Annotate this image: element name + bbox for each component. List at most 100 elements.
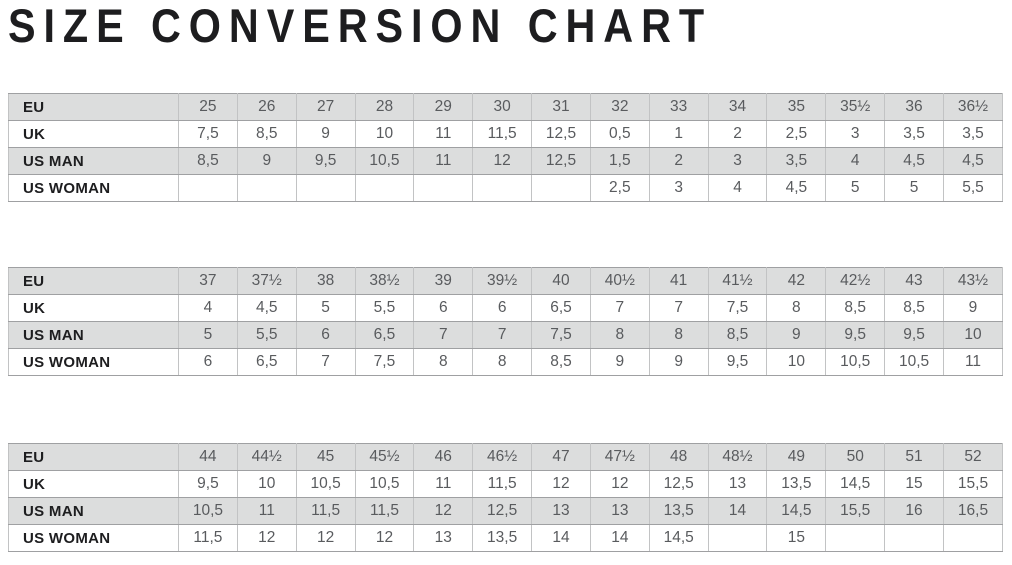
table-row-us-woman: US WOMAN 2,5 3 4 4,5 5 5 5,5 <box>8 174 1004 202</box>
size-cell: 0,5 <box>589 120 650 148</box>
size-cell: 3 <box>707 147 768 175</box>
size-cell: 33 <box>648 93 709 121</box>
size-cell: 12 <box>589 470 650 498</box>
size-cell: 16,5 <box>942 497 1004 525</box>
size-cell: 47 <box>531 443 591 471</box>
size-cell: 37½ <box>236 267 297 295</box>
size-cell: 9,5 <box>707 348 768 376</box>
size-cell: 7 <box>295 348 356 376</box>
size-cell: 2,5 <box>589 174 650 202</box>
size-cell: 40½ <box>589 267 650 295</box>
size-cell: 7 <box>648 294 709 322</box>
size-cell: 35 <box>766 93 827 121</box>
size-cell: 4 <box>825 147 886 175</box>
size-cell: 3,5 <box>942 120 1004 148</box>
size-cell: 11,5 <box>472 120 533 148</box>
size-cell: 14,5 <box>825 470 886 498</box>
size-table-1: EU 25 26 27 28 29 30 31 32 33 34 35 35½ 36 36½ UK 7,5 8,5… <box>8 93 1004 202</box>
size-cell: 5,5 <box>354 294 415 322</box>
size-cell: 5,5 <box>942 174 1004 202</box>
size-cell: 13 <box>531 497 591 525</box>
size-cell <box>295 174 356 202</box>
size-cell: 2 <box>707 120 768 148</box>
size-cell: 36½ <box>942 93 1004 121</box>
size-cell: 9,5 <box>825 321 886 349</box>
size-cell: 39½ <box>472 267 533 295</box>
size-cell: 11,5 <box>354 497 415 525</box>
size-cell: 15,5 <box>825 497 886 525</box>
size-cell: 51 <box>884 443 944 471</box>
size-cell: 13 <box>413 524 474 552</box>
size-cell: 8,5 <box>178 147 238 175</box>
size-cell: 47½ <box>589 443 650 471</box>
size-cell: 6,5 <box>236 348 297 376</box>
size-cell: 10,5 <box>354 147 415 175</box>
size-cell: 11 <box>413 470 474 498</box>
row-label: US WOMAN <box>8 524 179 552</box>
size-cell: 8 <box>766 294 827 322</box>
size-cell: 5 <box>884 174 944 202</box>
table-row-us-woman: US WOMAN 11,5 12 12 12 13 13,5 14 14 14,5 15 <box>8 524 1004 552</box>
size-cell: 11 <box>236 497 297 525</box>
size-cell: 44 <box>178 443 238 471</box>
size-cell: 38 <box>295 267 356 295</box>
size-cell: 8 <box>472 348 533 376</box>
size-cell <box>178 174 238 202</box>
size-table-2: EU 37 37½ 38 38½ 39 39½ 40 40½ 41 41½ 42 42½ 43 43½ UK 4… <box>8 267 1004 376</box>
size-cell: 25 <box>178 93 238 121</box>
table-row-eu: EU 25 26 27 28 29 30 31 32 33 34 35 35½ 36 36½ <box>8 93 1004 121</box>
size-cell <box>236 174 297 202</box>
size-cell: 10 <box>942 321 1004 349</box>
size-cell: 10 <box>766 348 827 376</box>
table-row-uk: UK 9,5 10 10,5 10,5 11 11,5 12 12 12,5 13 13,5 14,5 1… <box>8 470 1004 498</box>
size-cell: 46 <box>413 443 474 471</box>
size-cell: 44½ <box>236 443 297 471</box>
row-label: US MAN <box>8 147 179 175</box>
size-cell: 45 <box>295 443 356 471</box>
size-cell: 11 <box>413 120 474 148</box>
size-cell <box>884 524 944 552</box>
size-cell: 41 <box>648 267 709 295</box>
size-cell: 31 <box>531 93 591 121</box>
size-cell: 50 <box>825 443 886 471</box>
size-cell: 52 <box>942 443 1004 471</box>
size-cell: 9 <box>295 120 356 148</box>
size-cell: 8 <box>589 321 650 349</box>
size-cell: 4 <box>707 174 768 202</box>
size-cell: 27 <box>295 93 356 121</box>
size-cell: 12,5 <box>648 470 709 498</box>
size-cell: 8 <box>413 348 474 376</box>
size-cell: 11,5 <box>295 497 356 525</box>
size-cell: 8,5 <box>884 294 944 322</box>
size-cell: 11,5 <box>178 524 238 552</box>
page-title: SIZE CONVERSION CHART <box>8 0 713 52</box>
size-cell: 32 <box>589 93 650 121</box>
table-row-eu: EU 37 37½ 38 38½ 39 39½ 40 40½ 41 41½ 42 42½ 43 43½ <box>8 267 1004 295</box>
size-cell: 5 <box>178 321 238 349</box>
size-cell: 9,5 <box>178 470 238 498</box>
size-cell: 14 <box>707 497 768 525</box>
size-cell: 26 <box>236 93 297 121</box>
size-cell: 3,5 <box>884 120 944 148</box>
size-cell <box>531 174 591 202</box>
size-table-3: EU 44 44½ 45 45½ 46 46½ 47 47½ 48 48½ 49 50 51 52 UK 9,5… <box>8 443 1004 552</box>
size-cell: 5,5 <box>236 321 297 349</box>
row-label: UK <box>8 470 179 498</box>
size-cell: 42 <box>766 267 827 295</box>
row-label: US MAN <box>8 321 179 349</box>
table-row-us-man: US MAN 10,5 11 11,5 11,5 12 12,5 13 13 13,5 14 14,5… <box>8 497 1004 525</box>
size-cell: 10 <box>236 470 297 498</box>
table-row-uk: UK 7,5 8,5 9 10 11 11,5 12,5 0,5 1 2 2,5 3 3,5 3,5 <box>8 120 1004 148</box>
size-cell: 15 <box>884 470 944 498</box>
size-cell: 10,5 <box>295 470 356 498</box>
size-cell: 7,5 <box>531 321 591 349</box>
size-cell <box>413 174 474 202</box>
size-cell: 45½ <box>354 443 415 471</box>
size-cell: 11,5 <box>472 470 533 498</box>
size-cell: 14 <box>531 524 591 552</box>
size-cell: 36 <box>884 93 944 121</box>
size-cell: 10 <box>354 120 415 148</box>
size-cell: 46½ <box>472 443 533 471</box>
size-cell: 1 <box>648 120 709 148</box>
